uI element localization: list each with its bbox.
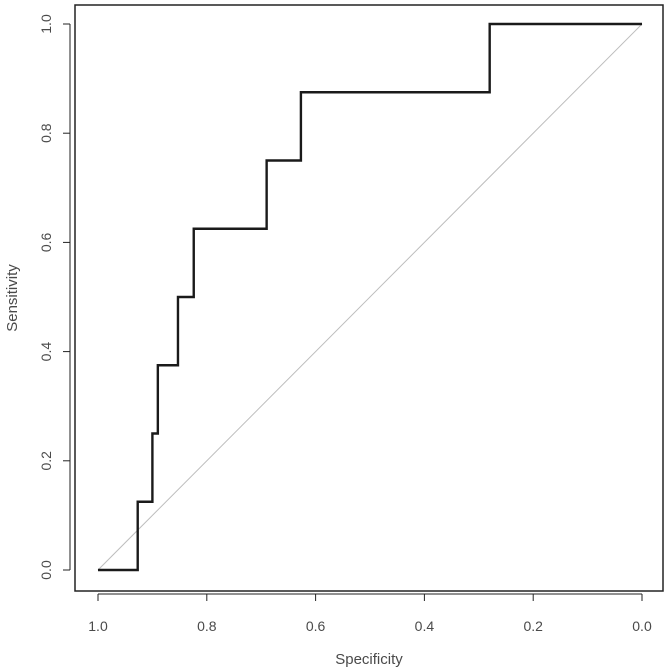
reference-diagonal-line bbox=[97, 23, 643, 571]
roc-curve-line bbox=[98, 22, 642, 572]
x-axis: 1.0 0.8 0.6 0.4 0.2 0.0 bbox=[88, 593, 652, 634]
x-tick-label: 0.2 bbox=[523, 618, 543, 634]
plot-frame bbox=[74, 4, 664, 592]
x-axis-label: Specificity bbox=[335, 651, 403, 668]
x-tick-label: 0.4 bbox=[415, 618, 435, 634]
x-tick-label: 1.0 bbox=[88, 618, 108, 634]
y-axis-label: Sensitivity bbox=[4, 264, 21, 332]
y-tick-label: 0.8 bbox=[38, 123, 54, 143]
y-tick-label: 1.0 bbox=[38, 14, 54, 34]
y-axis: 0.0 0.2 0.4 0.6 0.8 1.0 bbox=[38, 14, 71, 580]
x-tick-label: 0.0 bbox=[632, 618, 652, 634]
y-tick-label: 0.6 bbox=[38, 232, 54, 252]
y-tick-label: 0.0 bbox=[38, 560, 54, 580]
y-tick-label: 0.2 bbox=[38, 451, 54, 471]
y-tick-label: 0.4 bbox=[38, 342, 54, 362]
x-tick-label: 0.6 bbox=[306, 618, 326, 634]
x-tick-label: 0.8 bbox=[197, 618, 217, 634]
